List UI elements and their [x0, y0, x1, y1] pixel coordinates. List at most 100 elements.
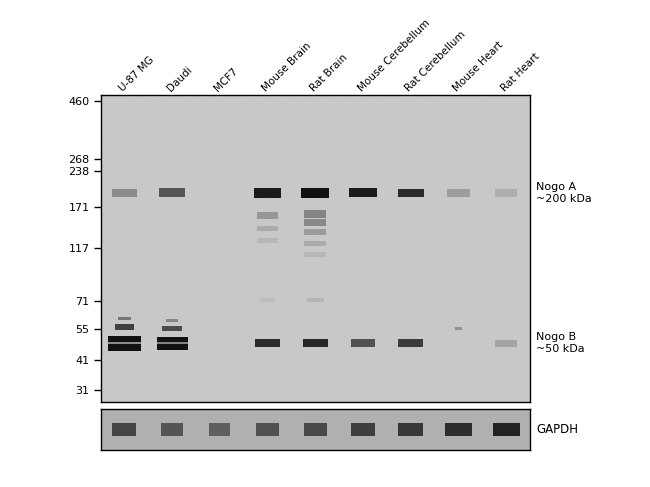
- Bar: [304, 219, 326, 225]
- Point: [212, 199, 222, 206]
- Point: [210, 296, 220, 303]
- Point: [387, 341, 397, 349]
- Point: [274, 214, 285, 222]
- Point: [274, 172, 284, 180]
- Point: [248, 96, 259, 104]
- Point: [287, 397, 297, 405]
- Point: [439, 200, 449, 207]
- Point: [459, 286, 469, 294]
- Point: [361, 126, 372, 134]
- Bar: [257, 238, 278, 243]
- Point: [244, 184, 255, 191]
- Point: [216, 320, 227, 328]
- Point: [471, 216, 481, 224]
- Point: [471, 380, 482, 388]
- Point: [183, 106, 194, 114]
- Point: [493, 328, 504, 336]
- Point: [510, 126, 520, 134]
- Point: [137, 196, 148, 204]
- Point: [235, 195, 246, 203]
- Point: [350, 267, 361, 275]
- Point: [220, 371, 230, 378]
- Point: [166, 189, 176, 197]
- Bar: [454, 327, 462, 330]
- Point: [497, 164, 507, 172]
- Point: [265, 359, 275, 367]
- Bar: [108, 342, 140, 343]
- Point: [264, 258, 274, 266]
- Point: [415, 388, 426, 396]
- Point: [170, 252, 181, 260]
- Point: [479, 353, 489, 360]
- Point: [439, 216, 449, 224]
- Point: [486, 246, 497, 254]
- Point: [112, 281, 123, 289]
- Point: [488, 354, 498, 362]
- Point: [428, 310, 438, 318]
- Point: [106, 215, 116, 223]
- Point: [254, 115, 265, 123]
- Point: [149, 373, 159, 381]
- Bar: [495, 189, 517, 197]
- Point: [203, 153, 213, 161]
- Point: [250, 260, 261, 268]
- Point: [330, 162, 340, 169]
- Point: [377, 93, 387, 100]
- Point: [179, 270, 190, 278]
- Point: [312, 171, 322, 179]
- Point: [442, 269, 452, 277]
- Point: [121, 285, 131, 293]
- Point: [482, 148, 493, 156]
- Point: [159, 137, 170, 145]
- Point: [124, 143, 135, 151]
- Point: [283, 359, 293, 367]
- Point: [290, 273, 300, 281]
- Point: [496, 376, 506, 384]
- Point: [486, 305, 496, 313]
- Point: [98, 134, 109, 142]
- Point: [498, 116, 508, 124]
- Text: MCF7: MCF7: [213, 66, 240, 94]
- Point: [373, 375, 384, 382]
- Point: [484, 267, 495, 275]
- Point: [159, 175, 170, 183]
- Point: [362, 288, 372, 296]
- Point: [160, 263, 170, 271]
- Point: [178, 154, 188, 162]
- Point: [127, 298, 137, 305]
- Point: [393, 111, 404, 118]
- Point: [357, 300, 367, 307]
- Point: [455, 341, 465, 349]
- Point: [279, 167, 289, 174]
- Point: [315, 135, 326, 143]
- Point: [213, 96, 223, 104]
- Point: [318, 121, 329, 129]
- Point: [112, 267, 122, 275]
- Point: [506, 128, 516, 135]
- Point: [342, 264, 352, 272]
- Point: [456, 134, 466, 142]
- Point: [198, 260, 208, 268]
- Point: [320, 178, 331, 186]
- Point: [214, 269, 224, 277]
- Point: [381, 140, 391, 148]
- Point: [163, 152, 174, 160]
- Point: [324, 169, 335, 176]
- Point: [192, 130, 202, 137]
- Point: [105, 112, 115, 119]
- Point: [289, 290, 300, 298]
- Point: [116, 283, 126, 291]
- Point: [225, 133, 235, 141]
- Point: [523, 172, 534, 180]
- Point: [403, 108, 413, 116]
- Point: [157, 346, 168, 354]
- Point: [248, 239, 258, 246]
- Point: [231, 163, 242, 170]
- Point: [445, 110, 456, 117]
- Point: [166, 253, 176, 261]
- Point: [513, 147, 523, 154]
- Point: [358, 224, 369, 232]
- Point: [292, 309, 302, 317]
- Point: [126, 322, 136, 330]
- Point: [250, 109, 260, 117]
